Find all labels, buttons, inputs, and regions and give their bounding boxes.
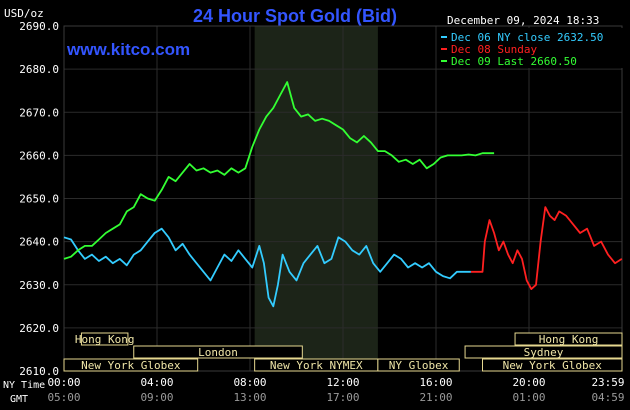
x-tick-gmt: 09:00 bbox=[140, 391, 173, 404]
y-tick-label: 2630.0 bbox=[19, 279, 59, 292]
y-tick-label: 2640.0 bbox=[19, 236, 59, 249]
unit-label: USD/oz bbox=[4, 7, 44, 20]
market-session-label: Hong Kong bbox=[75, 333, 135, 346]
x-tick-gmt: 17:00 bbox=[326, 391, 359, 404]
market-session-label: Hong Kong bbox=[539, 333, 599, 346]
market-session-box bbox=[80, 332, 129, 346]
x-tick-gmt: 21:00 bbox=[419, 391, 452, 404]
market-session-label: London bbox=[198, 346, 238, 359]
y-tick-label: 2610.0 bbox=[19, 365, 59, 378]
x-tick-gmt: 05:00 bbox=[47, 391, 80, 404]
plot-area bbox=[63, 25, 623, 372]
market-session-label: New York Globex bbox=[81, 359, 181, 372]
x-tick-ny: 12:00 bbox=[326, 376, 359, 389]
x-tick-ny: 16:00 bbox=[419, 376, 452, 389]
legend-label: Dec 09 Last 2660.50 bbox=[451, 55, 577, 68]
x-tick-gmt: 04:59 bbox=[591, 391, 624, 404]
y-tick-label: 2670.0 bbox=[19, 106, 59, 119]
market-session-box bbox=[464, 345, 623, 359]
x-tick-ny: 23:59 bbox=[591, 376, 624, 389]
legend-box bbox=[437, 28, 623, 68]
market-session-box bbox=[482, 358, 623, 372]
gmt-label: GMT bbox=[10, 394, 28, 405]
legend-label: Dec 06 NY close 2632.50 bbox=[451, 31, 603, 44]
market-session-box bbox=[377, 358, 460, 372]
ny-time-label: NY Time bbox=[3, 380, 45, 391]
x-tick-ny: 20:00 bbox=[512, 376, 545, 389]
x-tick-gmt: 01:00 bbox=[512, 391, 545, 404]
chart-title: 24 Hour Spot Gold (Bid) bbox=[193, 6, 397, 26]
y-tick-label: 2690.0 bbox=[19, 20, 59, 33]
market-session-label: Sydney bbox=[524, 346, 564, 359]
legend-label: Dec 08 Sunday bbox=[451, 43, 537, 56]
market-session-label: NY Globex bbox=[389, 359, 449, 372]
axes: 2610.0 2620.0 2630.0 2640.0 2650.0 2660.0 2670… bbox=[3, 20, 625, 405]
series-line bbox=[470, 206, 623, 291]
y-tick-label: 2660.0 bbox=[19, 149, 59, 162]
market-session-label: New York NYMEX bbox=[270, 359, 363, 372]
market-session-box bbox=[63, 358, 199, 372]
y-tick-label: 2680.0 bbox=[19, 63, 59, 76]
site-watermark[interactable]: www.kitco.com bbox=[66, 40, 190, 59]
series-line bbox=[63, 227, 471, 308]
market-session-label: New York Globex bbox=[503, 359, 603, 372]
market-session-box bbox=[133, 345, 303, 359]
y-tick-label: 2620.0 bbox=[19, 322, 59, 335]
market-session-box bbox=[514, 332, 623, 346]
x-tick-ny: 04:00 bbox=[140, 376, 173, 389]
x-tick-ny: 00:00 bbox=[47, 376, 80, 389]
x-tick-gmt: 13:00 bbox=[233, 391, 266, 404]
y-tick-label: 2650.0 bbox=[19, 193, 59, 206]
x-tick-ny: 08:00 bbox=[233, 376, 266, 389]
series-line bbox=[63, 81, 495, 260]
timestamp: December 09, 2024 18:33 bbox=[447, 14, 599, 27]
